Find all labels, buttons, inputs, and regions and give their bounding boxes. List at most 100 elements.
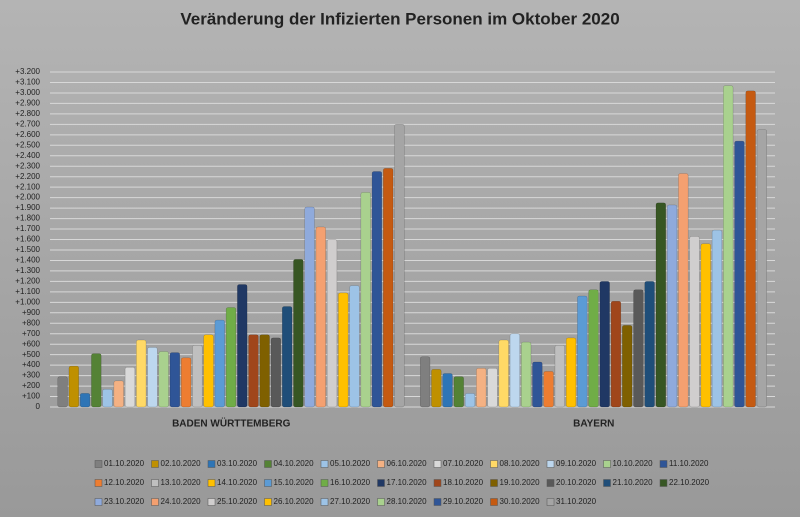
bar	[487, 368, 498, 408]
legend-label: 14.10.2020	[217, 478, 258, 487]
legend-label: 22.10.2020	[669, 478, 710, 487]
y-tick-label: +1.600	[15, 235, 40, 244]
y-tick-label: +1.000	[15, 297, 40, 306]
y-tick-label: +600	[22, 339, 41, 348]
legend-swatch	[433, 498, 442, 506]
legend-label: 05.10.2020	[330, 459, 371, 468]
bar	[282, 306, 293, 408]
bar	[315, 226, 326, 408]
legend-label: 04.10.2020	[274, 459, 315, 468]
legend-swatch	[659, 460, 668, 468]
bar	[124, 366, 136, 408]
bar	[431, 369, 442, 408]
bar	[68, 365, 79, 408]
legend-label: 02.10.2020	[161, 459, 202, 468]
bar	[723, 85, 734, 408]
legend-swatch	[433, 479, 442, 487]
y-tick-label: +2.500	[15, 140, 40, 149]
y-tick-label: +2.700	[15, 119, 40, 128]
legend-swatch	[264, 479, 272, 487]
legend-label: 23.10.2020	[104, 497, 145, 506]
legend-swatch	[264, 498, 272, 506]
legend-swatch	[94, 479, 103, 487]
y-tick-label: +300	[22, 371, 41, 380]
y-tick-label: +3.200	[15, 67, 40, 76]
bar	[394, 124, 405, 408]
legend-swatch	[207, 498, 216, 506]
y-tick-label: +400	[22, 360, 41, 369]
y-tick-label: +1.300	[15, 266, 40, 275]
bar	[349, 285, 360, 408]
y-tick-label: +1.700	[15, 224, 40, 233]
bar	[498, 339, 509, 408]
legend-label: 16.10.2020	[330, 478, 371, 487]
y-tick-label: +200	[22, 381, 41, 390]
legend-label: 06.10.2020	[387, 459, 428, 468]
bar	[420, 356, 431, 408]
legend-swatch	[603, 479, 611, 487]
y-tick-label: +2.900	[15, 99, 40, 108]
legend-label: 11.10.2020	[669, 459, 709, 468]
bar	[610, 301, 622, 408]
bar	[180, 357, 192, 408]
legend-label: 08.10.2020	[500, 459, 541, 468]
legend-swatch	[320, 460, 329, 468]
legend-label: 19.10.2020	[500, 478, 541, 487]
bar	[521, 341, 532, 408]
y-tick-label: +1.800	[15, 214, 40, 223]
y-tick-label: +2.200	[15, 172, 40, 181]
bar	[136, 339, 147, 408]
bar	[102, 388, 113, 408]
legend-label: 13.10.2020	[161, 478, 202, 487]
legend-swatch	[546, 460, 555, 468]
legend-swatch	[207, 479, 216, 487]
bar	[509, 333, 521, 408]
bar	[259, 334, 270, 408]
y-tick-label: +100	[22, 392, 41, 401]
bar	[464, 393, 476, 408]
legend-swatch	[659, 479, 668, 487]
legend-label: 17.10.2020	[387, 478, 428, 487]
y-tick-label: +1.100	[15, 287, 40, 296]
bar	[734, 140, 745, 408]
y-tick-label: +2.600	[15, 130, 40, 139]
bar	[644, 281, 655, 408]
bar	[158, 351, 169, 408]
bar	[543, 371, 554, 408]
legend-label: 26.10.2020	[274, 497, 315, 506]
legend-swatch	[490, 460, 498, 468]
y-tick-label: +3.100	[15, 78, 40, 87]
y-tick-label: 0	[36, 402, 41, 411]
legend-label: 15.10.2020	[274, 478, 315, 487]
bar	[442, 373, 453, 408]
legend-swatch	[151, 479, 159, 487]
legend-swatch	[320, 479, 329, 487]
legend-label: 18.10.2020	[443, 478, 484, 487]
bar	[192, 344, 203, 408]
y-tick-label: +1.500	[15, 245, 40, 254]
legend-swatch	[377, 479, 385, 487]
legend-label: 10.10.2020	[613, 459, 654, 468]
bar	[554, 344, 565, 408]
legend-label: 12.10.2020	[104, 478, 145, 487]
bar	[304, 206, 315, 408]
bar	[655, 202, 666, 408]
bar	[599, 281, 610, 408]
bar	[383, 168, 394, 408]
bar	[338, 292, 349, 408]
legend-swatch	[546, 479, 555, 487]
bar	[225, 307, 237, 408]
legend-swatch	[94, 460, 103, 468]
bar	[622, 325, 633, 408]
legend-label: 20.10.2020	[556, 478, 597, 487]
legend-swatch	[377, 460, 385, 468]
bar	[270, 337, 282, 408]
bar	[577, 295, 588, 408]
legend-label: 29.10.2020	[443, 497, 484, 506]
bar	[147, 347, 158, 408]
y-tick-label: +2.000	[15, 193, 40, 202]
bar	[293, 259, 304, 408]
legend-swatch	[546, 498, 555, 506]
bar	[453, 376, 464, 408]
